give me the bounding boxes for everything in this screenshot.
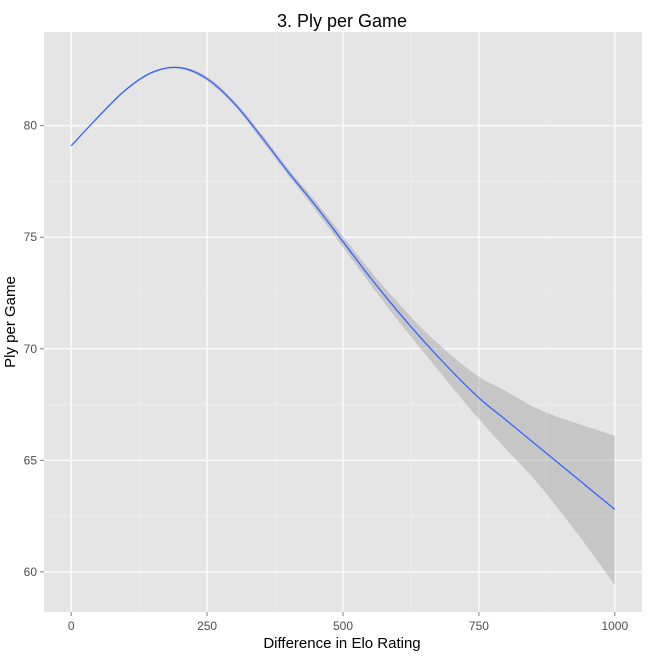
data-point bbox=[288, 172, 289, 173]
data-point bbox=[179, 67, 180, 68]
chart-title: 3. Ply per Game bbox=[277, 11, 407, 31]
data-point bbox=[206, 78, 207, 79]
y-axis-title: Ply per Game bbox=[2, 276, 19, 368]
data-point bbox=[98, 116, 99, 117]
data-point bbox=[71, 145, 72, 146]
data-point bbox=[125, 89, 126, 90]
y-tick-label: 75 bbox=[24, 230, 38, 244]
y-tick-label: 70 bbox=[24, 342, 38, 356]
data-point bbox=[370, 277, 371, 278]
data-point bbox=[424, 341, 425, 342]
x-axis-title: Difference in Elo Rating bbox=[263, 635, 420, 652]
data-point bbox=[614, 509, 615, 510]
x-tick-label: 500 bbox=[333, 619, 353, 633]
data-point bbox=[152, 72, 153, 73]
x-tick-label: 250 bbox=[197, 619, 217, 633]
data-point bbox=[505, 420, 506, 421]
data-point bbox=[451, 370, 452, 371]
y-tick-label: 60 bbox=[24, 565, 38, 579]
data-point bbox=[560, 464, 561, 465]
trend-line bbox=[70, 66, 616, 510]
data-point bbox=[234, 103, 235, 104]
data-point bbox=[478, 397, 479, 398]
x-tick-label: 1000 bbox=[601, 619, 628, 633]
x-tick-label: 750 bbox=[469, 619, 489, 633]
data-point bbox=[533, 442, 534, 443]
data-point bbox=[397, 310, 398, 311]
x-tick-label: 0 bbox=[68, 619, 75, 633]
y-tick-label: 65 bbox=[24, 453, 38, 467]
data-point bbox=[261, 136, 262, 137]
y-tick-label: 80 bbox=[24, 119, 38, 133]
data-point bbox=[587, 486, 588, 487]
data-point bbox=[315, 205, 316, 206]
data-point bbox=[342, 241, 343, 242]
